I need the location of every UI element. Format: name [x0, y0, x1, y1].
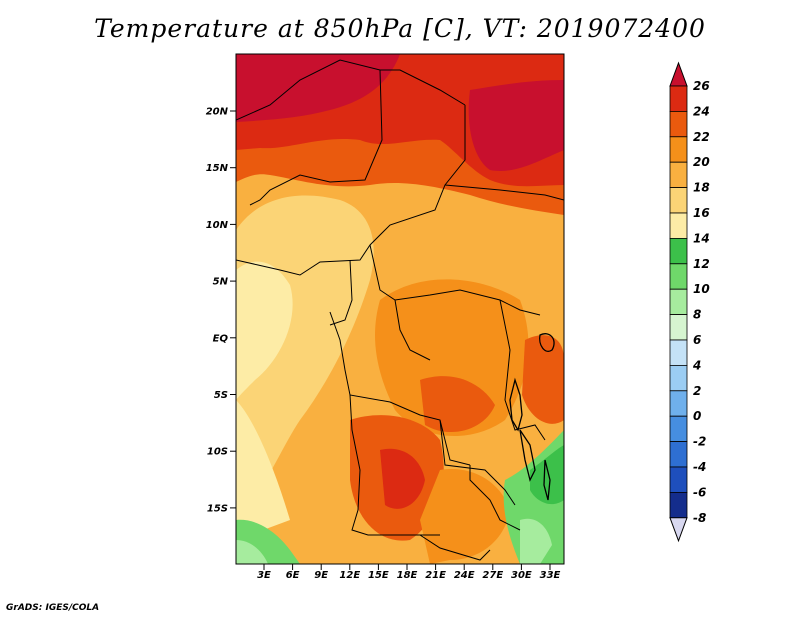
colorbar-segment [669, 364, 688, 392]
colorbar-segment [669, 263, 688, 290]
colorbar-segment [669, 187, 688, 214]
lat-tick-label: 10S [207, 447, 228, 458]
lake-outlines [509, 333, 555, 501]
colorbar-segment [669, 339, 688, 366]
longitude-axis: 3E 6E 9E 12E 15E 18E 21E 24E 27E 30E 33E [257, 564, 561, 581]
colorbar-label: 18 [693, 181, 710, 195]
colorbar-segment [669, 466, 688, 493]
colorbar-segment [669, 111, 688, 138]
lon-tick-label: 30E [511, 570, 532, 581]
colorbar-label: -6 [693, 485, 706, 499]
colorbar-label: 10 [693, 282, 710, 296]
colorbar-label: 8 [693, 308, 701, 322]
colorbar-segment [669, 441, 688, 468]
lon-tick-label: 33E [540, 570, 561, 581]
colorbar-segment [669, 288, 688, 316]
lat-tick-label: 15S [207, 503, 228, 514]
lat-tick-label: 10N [206, 220, 229, 231]
colorbar-segment [669, 136, 688, 163]
chart-title: Temperature at 850hPa [C], VT: 201907240… [94, 14, 706, 43]
lon-tick-label: 21E [425, 570, 446, 581]
lon-tick-label: 3E [257, 570, 271, 581]
colorbar-segment [669, 415, 688, 443]
colorbar-label: -8 [693, 511, 706, 525]
colorbar-top-arrow [669, 61, 688, 87]
colorbar-label: 24 [693, 104, 710, 118]
lat-tick-label: 5N [213, 277, 229, 288]
map-frame [235, 53, 565, 565]
colorbar-segment [669, 212, 688, 239]
colorbar-label: 12 [693, 257, 710, 271]
colorbar-label: -2 [693, 435, 706, 449]
colorbar-label: 4 [692, 358, 701, 372]
colorbar-label: 6 [693, 333, 701, 347]
colorbar-label: 2 [693, 384, 701, 398]
lon-tick-label: 9E [314, 570, 328, 581]
colorbar-label: 22 [693, 130, 710, 144]
lon-tick-label: 27E [482, 570, 503, 581]
colorbar-bottom-arrow [669, 517, 688, 543]
colorbar-segment [669, 237, 688, 265]
colorbar-segment [669, 390, 688, 417]
lat-tick-label: EQ [213, 333, 229, 344]
latitude-axis: 20N 15N 10N 5N EQ 5S 10S 15S [206, 107, 236, 514]
colorbar-segment [669, 314, 688, 341]
colorbar-label: 20 [693, 155, 710, 169]
lon-tick-label: 18E [397, 570, 418, 581]
colorbar-label: -4 [693, 460, 706, 474]
lon-tick-label: 12E [339, 570, 360, 581]
lon-tick-label: 6E [286, 570, 300, 581]
temperature-field [236, 54, 564, 564]
colorbar-segment [669, 85, 688, 112]
lon-tick-label: 24E [454, 570, 475, 581]
lat-tick-label: 5S [214, 390, 228, 401]
grads-credit: GrADS: IGES/COLA [6, 603, 100, 613]
lon-tick-label: 15E [368, 570, 389, 581]
country-borders [236, 59, 564, 561]
colorbar-label: 14 [693, 231, 710, 245]
lat-tick-label: 15N [206, 163, 229, 174]
colorbar-segment [669, 161, 688, 188]
colorbar-label: 0 [693, 409, 701, 423]
colorbar-label: 26 [693, 79, 710, 93]
lat-tick-label: 20N [206, 107, 229, 118]
colorbar-label: 16 [693, 206, 710, 220]
colorbar-segment [669, 491, 688, 519]
